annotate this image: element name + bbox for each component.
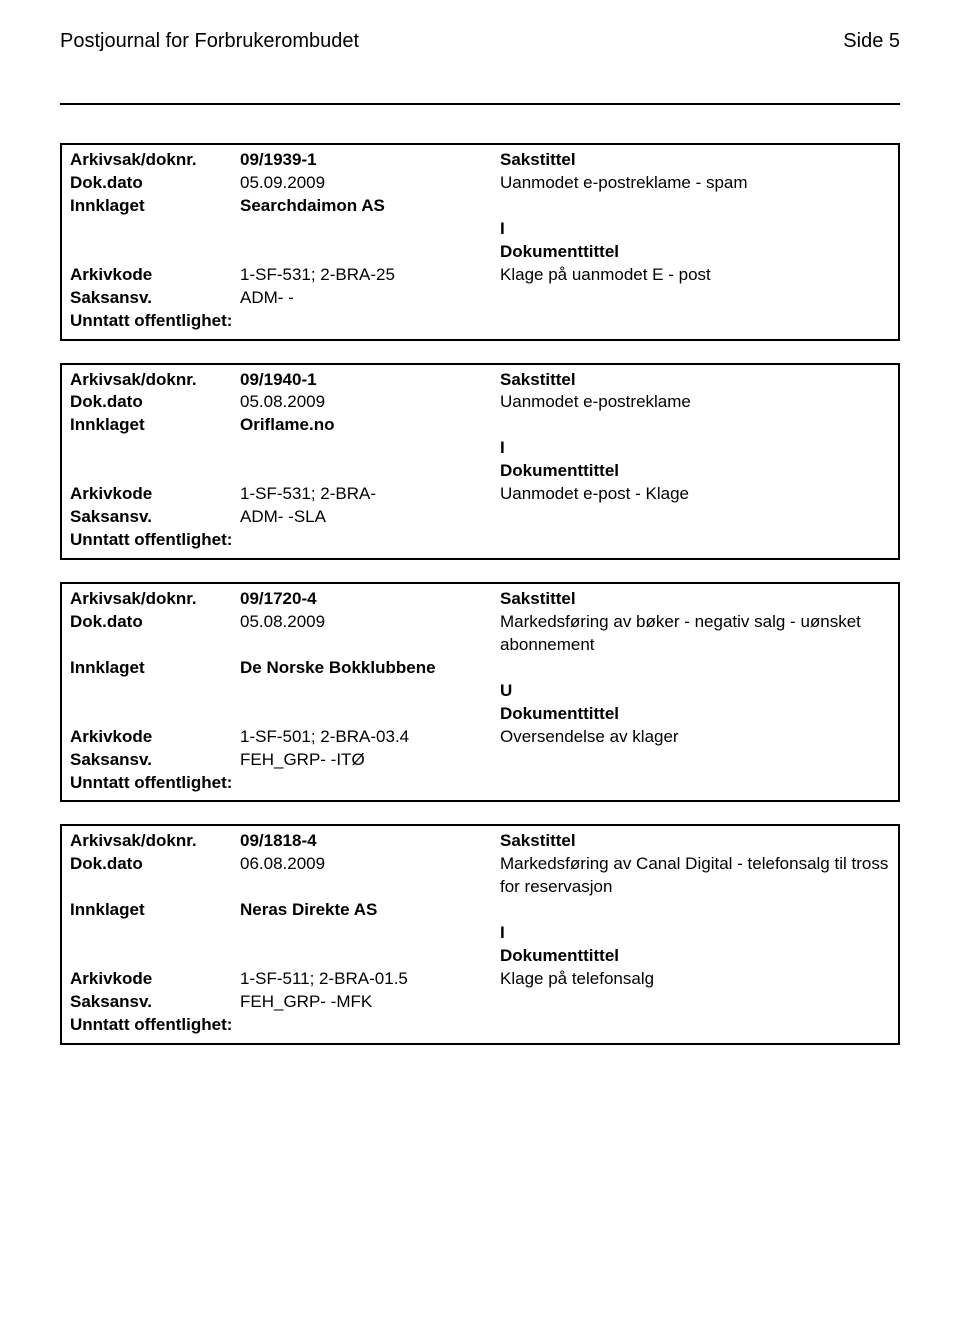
dokumenttittel-value: Oversendelse av klager [500, 726, 890, 749]
page-header: Postjournal for Forbrukerombudet Side 5 [60, 30, 900, 53]
arkivkode-value: 1-SF-531; 2-BRA-25 [240, 264, 500, 287]
page-number: Side 5 [843, 30, 900, 53]
arkivkode-label: Arkivkode [70, 264, 240, 287]
journal-entry: Arkivsak/doknr. 09/1940-1 Sakstittel Dok… [60, 363, 900, 561]
arkivsak-label: Arkivsak/doknr. [70, 149, 240, 172]
innklaget-value: De Norske Bokklubbene [240, 657, 500, 680]
innklaget-label: Innklaget [70, 414, 240, 437]
sakstittel-label: Sakstittel [500, 150, 576, 169]
arkivkode-label: Arkivkode [70, 726, 240, 749]
dokdato-value: 06.08.2009 [240, 853, 500, 876]
direction-indicator: I [500, 923, 505, 942]
dokumenttittel-value: Klage på telefonsalg [500, 968, 890, 991]
sakstittel-value: Uanmodet e-postreklame [500, 391, 890, 414]
innklaget-value: Neras Direkte AS [240, 899, 500, 922]
innklaget-label: Innklaget [70, 899, 240, 922]
header-divider [60, 103, 900, 105]
dokumenttittel-value: Uanmodet e-post - Klage [500, 483, 890, 506]
journal-entry: Arkivsak/doknr. 09/1818-4 Sakstittel Dok… [60, 824, 900, 1044]
dokdato-label: Dok.dato [70, 172, 240, 195]
innklaget-label: Innklaget [70, 195, 240, 218]
arkivkode-value: 1-SF-501; 2-BRA-03.4 [240, 726, 500, 749]
entries-container: Arkivsak/doknr. 09/1939-1 Sakstittel Dok… [60, 143, 900, 1045]
innklaget-label: Innklaget [70, 657, 240, 680]
arkivkode-value: 1-SF-531; 2-BRA- [240, 483, 500, 506]
direction-indicator: I [500, 219, 505, 238]
dokdato-label: Dok.dato [70, 853, 240, 876]
saksansv-value: ADM- -SLA [240, 506, 500, 529]
dokdato-label: Dok.dato [70, 611, 240, 634]
document-page: Postjournal for Forbrukerombudet Side 5 … [0, 0, 960, 1107]
arkivsak-value: 09/1720-4 [240, 588, 500, 611]
dokumenttittel-label: Dokumenttittel [500, 946, 619, 965]
arkivsak-label: Arkivsak/doknr. [70, 588, 240, 611]
saksansv-value: FEH_GRP- -MFK [240, 991, 500, 1014]
dokdato-value: 05.08.2009 [240, 391, 500, 414]
dokdato-label: Dok.dato [70, 391, 240, 414]
direction-indicator: U [500, 681, 512, 700]
sakstittel-label: Sakstittel [500, 831, 576, 850]
arkivsak-value: 09/1940-1 [240, 369, 500, 392]
unntatt-label: Unntatt offentlighet: [70, 529, 240, 552]
header-title: Postjournal for Forbrukerombudet [60, 30, 843, 53]
arkivsak-label: Arkivsak/doknr. [70, 830, 240, 853]
innklaget-value: Oriflame.no [240, 414, 500, 437]
arkivsak-label: Arkivsak/doknr. [70, 369, 240, 392]
saksansv-value: FEH_GRP- -ITØ [240, 749, 500, 772]
dokdato-value: 05.08.2009 [240, 611, 500, 634]
arkivsak-value: 09/1818-4 [240, 830, 500, 853]
dokumenttittel-label: Dokumenttittel [500, 242, 619, 261]
unntatt-label: Unntatt offentlighet: [70, 310, 240, 333]
sakstittel-label: Sakstittel [500, 370, 576, 389]
saksansv-label: Saksansv. [70, 991, 240, 1014]
saksansv-label: Saksansv. [70, 287, 240, 310]
unntatt-label: Unntatt offentlighet: [70, 1014, 240, 1037]
saksansv-label: Saksansv. [70, 506, 240, 529]
arkivsak-value: 09/1939-1 [240, 149, 500, 172]
sakstittel-value: Markedsføring av bøker - negativ salg - … [500, 611, 890, 657]
arkivkode-label: Arkivkode [70, 483, 240, 506]
dokumenttittel-label: Dokumenttittel [500, 461, 619, 480]
arkivkode-value: 1-SF-511; 2-BRA-01.5 [240, 968, 500, 991]
dokumenttittel-label: Dokumenttittel [500, 704, 619, 723]
sakstittel-label: Sakstittel [500, 589, 576, 608]
dokumenttittel-value: Klage på uanmodet E - post [500, 264, 890, 287]
saksansv-value: ADM- - [240, 287, 500, 310]
direction-indicator: I [500, 438, 505, 457]
arkivkode-label: Arkivkode [70, 968, 240, 991]
journal-entry: Arkivsak/doknr. 09/1939-1 Sakstittel Dok… [60, 143, 900, 341]
dokdato-value: 05.09.2009 [240, 172, 500, 195]
unntatt-label: Unntatt offentlighet: [70, 772, 240, 795]
journal-entry: Arkivsak/doknr. 09/1720-4 Sakstittel Dok… [60, 582, 900, 802]
saksansv-label: Saksansv. [70, 749, 240, 772]
sakstittel-value: Markedsføring av Canal Digital - telefon… [500, 853, 890, 899]
sakstittel-value: Uanmodet e-postreklame - spam [500, 172, 890, 195]
innklaget-value: Searchdaimon AS [240, 195, 500, 218]
